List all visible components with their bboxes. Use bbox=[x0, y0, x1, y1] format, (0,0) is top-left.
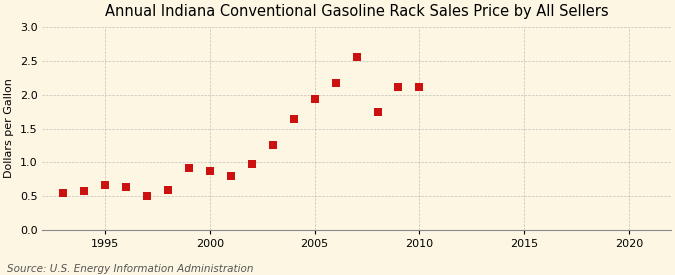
Point bbox=[372, 110, 383, 115]
Point bbox=[393, 84, 404, 89]
Point bbox=[246, 162, 257, 167]
Point bbox=[100, 183, 111, 188]
Point bbox=[309, 97, 320, 101]
Text: Source: U.S. Energy Information Administration: Source: U.S. Energy Information Administ… bbox=[7, 264, 253, 274]
Point bbox=[184, 166, 194, 170]
Point bbox=[58, 191, 69, 196]
Point bbox=[205, 169, 215, 173]
Point bbox=[225, 174, 236, 179]
Point bbox=[267, 142, 278, 147]
Point bbox=[414, 84, 425, 89]
Point bbox=[163, 188, 173, 192]
Point bbox=[79, 189, 90, 194]
Point bbox=[121, 185, 132, 189]
Y-axis label: Dollars per Gallon: Dollars per Gallon bbox=[4, 79, 14, 178]
Point bbox=[142, 194, 153, 198]
Point bbox=[351, 55, 362, 59]
Point bbox=[330, 81, 341, 86]
Point bbox=[288, 117, 299, 121]
Title: Annual Indiana Conventional Gasoline Rack Sales Price by All Sellers: Annual Indiana Conventional Gasoline Rac… bbox=[105, 4, 608, 19]
